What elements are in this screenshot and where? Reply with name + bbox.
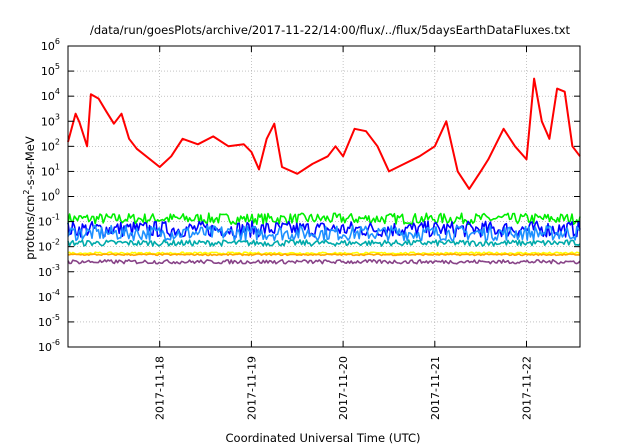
y-tick-exponent: -5 bbox=[52, 313, 60, 322]
series-line bbox=[67, 239, 581, 247]
y-tick-base: 10 bbox=[38, 291, 52, 304]
y-tick-label: 10-2 bbox=[38, 238, 60, 254]
y-tick-base: 10 bbox=[41, 40, 55, 53]
y-tick-label: 101 bbox=[41, 162, 60, 178]
y-tick-base: 10 bbox=[41, 191, 55, 204]
series-line bbox=[67, 224, 581, 242]
y-tick-base: 10 bbox=[38, 341, 52, 354]
y-tick-exponent: -6 bbox=[52, 338, 60, 347]
x-axis-ticks: 2017-11-18 2017-11-19 2017-11-20 2017-11-21… bbox=[154, 46, 534, 420]
y-tick-base: 10 bbox=[41, 115, 55, 128]
y-tick-exponent: -1 bbox=[52, 213, 60, 222]
y-tick-exponent: -3 bbox=[52, 263, 60, 272]
y-tick-label: 103 bbox=[41, 112, 60, 128]
y-tick-exponent: 6 bbox=[55, 37, 60, 46]
y-tick-base: 10 bbox=[38, 216, 52, 229]
y-tick-base: 10 bbox=[41, 65, 55, 78]
x-tick-label: 2017-11-21 bbox=[429, 356, 442, 420]
y-tick-exponent: -4 bbox=[52, 288, 60, 297]
y-tick-label: 10-6 bbox=[38, 338, 60, 354]
y-tick-exponent: 1 bbox=[55, 162, 60, 171]
y-tick-exponent: 4 bbox=[55, 87, 60, 96]
y-axis-label-rest: -s-sr-MeV bbox=[23, 136, 37, 189]
series-line bbox=[67, 220, 581, 238]
y-tick-exponent: 2 bbox=[55, 137, 60, 146]
grid bbox=[68, 46, 580, 347]
series-line bbox=[67, 212, 581, 225]
series-line bbox=[67, 77, 581, 190]
y-axis-label: protons/cm2-s-sr-MeV bbox=[22, 136, 37, 260]
y-tick-label: 10-4 bbox=[38, 288, 60, 304]
y-tick-label: 100 bbox=[41, 188, 60, 204]
x-tick-label: 2017-11-18 bbox=[154, 356, 167, 420]
series-line bbox=[67, 253, 581, 257]
y-tick-label: 106 bbox=[41, 37, 60, 53]
y-tick-label: 102 bbox=[41, 137, 60, 153]
y-tick-label: 10-5 bbox=[38, 313, 60, 329]
chart-title: /data/run/goesPlots/archive/2017-11-22/1… bbox=[90, 23, 571, 37]
y-tick-label: 104 bbox=[41, 87, 60, 103]
y-tick-base: 10 bbox=[41, 90, 55, 103]
x-axis-label: Coordinated Universal Time (UTC) bbox=[226, 431, 421, 445]
x-tick-label: 2017-11-19 bbox=[245, 356, 258, 420]
y-tick-base: 10 bbox=[41, 165, 55, 178]
x-tick-label: 2017-11-20 bbox=[337, 356, 350, 420]
y-tick-exponent: 5 bbox=[55, 62, 60, 71]
y-axis-label-main: protons/cm bbox=[23, 195, 37, 260]
y-tick-label: 10-3 bbox=[38, 263, 60, 279]
y-axis-ticks: 10-610-510-410-310-210-11001011021031041… bbox=[38, 37, 580, 354]
y-tick-label: 105 bbox=[41, 62, 60, 78]
y-tick-label: 10-1 bbox=[38, 213, 60, 229]
y-tick-base: 10 bbox=[41, 140, 55, 153]
y-tick-exponent: -2 bbox=[52, 238, 60, 247]
series-group bbox=[67, 77, 581, 265]
y-tick-base: 10 bbox=[38, 241, 52, 254]
x-tick-label: 2017-11-22 bbox=[521, 356, 534, 420]
y-tick-exponent: 0 bbox=[55, 188, 60, 197]
y-tick-exponent: 3 bbox=[55, 112, 60, 121]
y-tick-base: 10 bbox=[38, 316, 52, 329]
y-tick-base: 10 bbox=[38, 266, 52, 279]
series-line bbox=[67, 258, 581, 265]
y-axis-label-superscript: 2 bbox=[22, 190, 31, 195]
